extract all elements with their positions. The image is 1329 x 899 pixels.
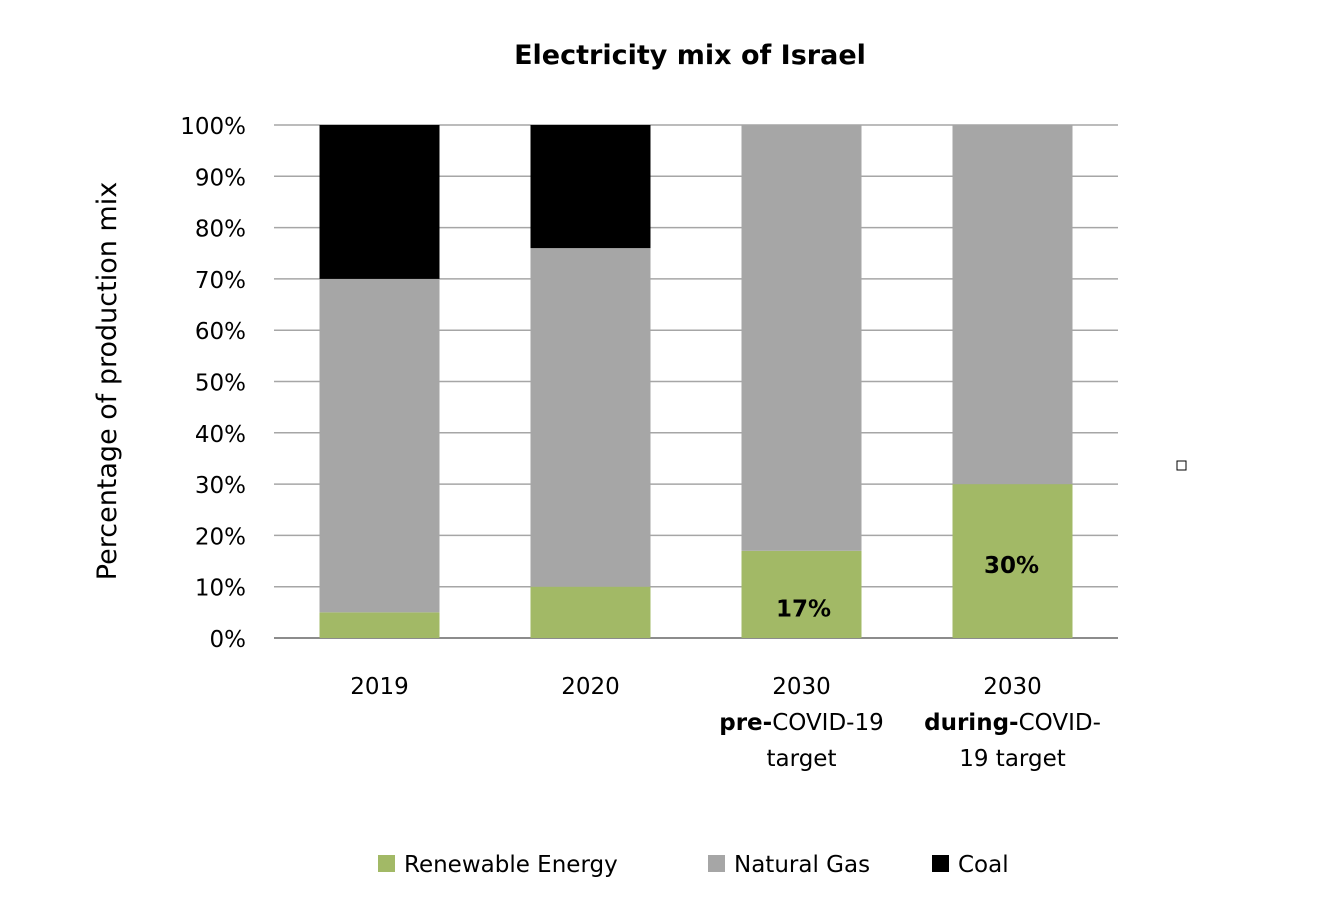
bar-renewable-energy: [741, 550, 862, 638]
legend-swatch: [378, 855, 395, 872]
y-tick-label: 100%: [180, 114, 246, 140]
x-tick-label: 19 target: [959, 746, 1066, 772]
y-tick-label: 40%: [195, 422, 246, 448]
resize-handle[interactable]: [1176, 460, 1187, 471]
x-tick-label-segment: 2020: [561, 674, 620, 700]
x-tick-label: pre-COVID-19: [719, 710, 884, 736]
y-axis-label: Percentage of production mix: [92, 182, 123, 580]
x-tick-label: 2030: [983, 674, 1042, 700]
y-tick-label: 80%: [195, 217, 246, 243]
bar-natural-gas: [952, 125, 1073, 485]
x-tick-label-segment: during-: [924, 710, 1018, 736]
legend-label: Coal: [958, 852, 1009, 878]
bar-renewable-energy: [319, 612, 440, 638]
x-tick-label: target: [767, 746, 837, 772]
data-label: 17%: [776, 596, 831, 622]
bar-coal: [530, 125, 651, 249]
bar-coal: [319, 125, 440, 279]
y-tick-label: 50%: [195, 371, 246, 397]
legend-swatch: [932, 855, 949, 872]
legend-label: Renewable Energy: [404, 852, 618, 878]
bar-natural-gas: [741, 125, 862, 551]
bar-natural-gas: [319, 278, 440, 613]
x-tick-label-segment: 2030: [772, 674, 831, 700]
y-tick-label: 90%: [195, 165, 246, 191]
y-tick-label: 20%: [195, 524, 246, 550]
legend-swatch: [708, 855, 725, 872]
chart-title: Electricity mix of Israel: [514, 40, 866, 71]
data-label: 30%: [984, 553, 1039, 579]
y-tick-label: 70%: [195, 268, 246, 294]
bar-natural-gas: [530, 248, 651, 587]
x-tick-label: during-COVID-: [924, 710, 1101, 736]
x-tick-label-segment: 19 target: [959, 746, 1066, 772]
x-tick-label: 2030: [772, 674, 831, 700]
x-tick-label: 2019: [350, 674, 409, 700]
x-tick-label-segment: COVID-: [1019, 710, 1101, 736]
x-tick-label-segment: pre-: [719, 710, 772, 736]
y-tick-label: 30%: [195, 473, 246, 499]
x-tick-label: 2020: [561, 674, 620, 700]
x-tick-label-segment: 2019: [350, 674, 409, 700]
x-tick-label-segment: 2030: [983, 674, 1042, 700]
y-tick-label: 0%: [210, 627, 247, 653]
bar-renewable-energy: [952, 484, 1073, 638]
bar-renewable-energy: [530, 586, 651, 638]
y-tick-label: 60%: [195, 319, 246, 345]
legend-label: Natural Gas: [734, 852, 870, 878]
x-tick-label-segment: COVID-19: [772, 710, 884, 736]
x-tick-label-segment: target: [767, 746, 837, 772]
y-tick-label: 10%: [195, 576, 246, 602]
